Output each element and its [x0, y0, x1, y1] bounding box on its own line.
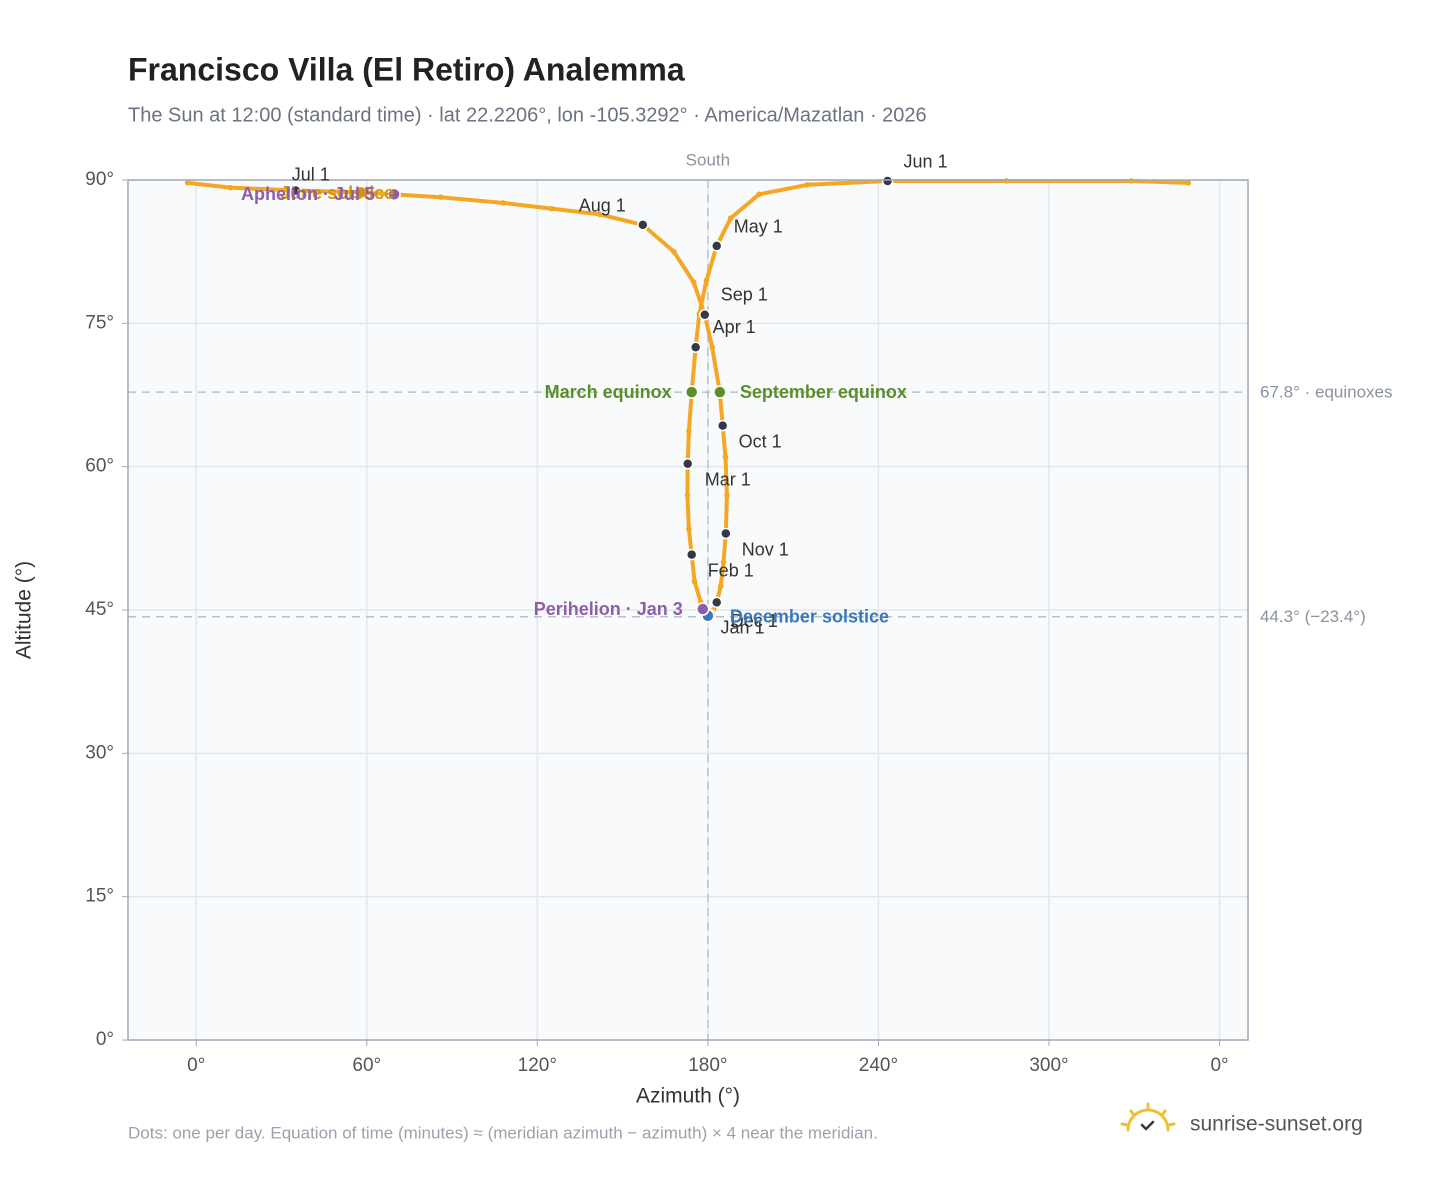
date-dot: [289, 184, 302, 197]
day-dot: [722, 454, 729, 460]
date-label: Feb 1: [708, 560, 754, 580]
date-label: Jun 1: [904, 152, 948, 172]
date-label: Nov 1: [742, 539, 789, 559]
x-tick-label: 0°: [1210, 1055, 1228, 1076]
event-label: March equinox: [545, 382, 672, 402]
date-dot: [716, 419, 729, 432]
meridian-label: South: [686, 150, 730, 169]
day-dot: [1185, 180, 1192, 186]
x-tick-label: 60°: [352, 1055, 381, 1076]
day-dot: [756, 191, 762, 198]
y-tick-label: 75°: [85, 312, 114, 333]
day-dot: [437, 194, 444, 200]
day-dot: [597, 211, 603, 218]
x-tick-label: 120°: [518, 1055, 557, 1076]
date-label: Aug 1: [579, 196, 626, 216]
day-dot: [691, 578, 698, 585]
date-dot: [685, 548, 698, 561]
day-dot: [227, 184, 234, 191]
event-dot: [684, 385, 699, 399]
day-dot: [720, 559, 727, 566]
labels: 0° 15° 30° 45° 60° 75° 90° 0° 60° 120° 180° 240° 300…: [85, 150, 1392, 1076]
day-dot: [686, 428, 692, 435]
y-tick-label: 15°: [85, 886, 114, 907]
date-label: Jan 1: [720, 618, 764, 638]
day-dot: [724, 492, 730, 499]
y-tick-label: 0°: [96, 1029, 114, 1050]
reference-label: 67.8° · equinoxes: [1260, 383, 1393, 402]
x-tick-label: 180°: [688, 1055, 727, 1076]
event-label: Perihelion · Jan 3: [534, 599, 683, 619]
date-label: Apr 1: [713, 317, 756, 337]
brand: sunrise-sunset.org: [1190, 1113, 1363, 1136]
day-dot: [686, 525, 692, 532]
event-label: December solstice: [730, 606, 889, 626]
date-dot: [710, 596, 723, 609]
event-label: Aphelion · Jul 5: [241, 184, 375, 204]
day-dot: [709, 344, 715, 351]
reference-label: 44.3° (−23.4°): [1260, 607, 1366, 626]
x-axis-label: Azimuth (°): [636, 1085, 740, 1108]
event-dot: [387, 187, 401, 202]
event-dot: [354, 185, 368, 200]
day-dot: [1128, 178, 1135, 184]
date-dot: [681, 458, 694, 470]
date-dot: [689, 341, 702, 353]
event-dot: [696, 602, 710, 616]
marks: [184, 175, 1192, 623]
date-dot: [881, 175, 894, 187]
day-dot: [1003, 178, 1010, 184]
date-label: Dec 1: [731, 611, 778, 631]
date-dot: [710, 240, 723, 252]
event-label: September equinox: [740, 382, 907, 402]
day-dot: [548, 205, 555, 212]
event-dot: [713, 385, 727, 399]
day-dot: [703, 277, 710, 284]
date-label: May 1: [734, 217, 783, 237]
chart-title: Francisco Villa (El Retiro) Analemma: [128, 51, 685, 87]
date-dot: [699, 308, 711, 321]
day-dot: [684, 492, 691, 499]
date-label: Sep 1: [721, 284, 768, 304]
footnote: Dots: one per day. Equation of time (min…: [128, 1123, 878, 1142]
y-tick-label: 60°: [85, 456, 114, 477]
x-tick-label: 300°: [1029, 1055, 1068, 1076]
day-dot: [727, 215, 734, 222]
date-label: Jul 1: [292, 164, 330, 184]
date-label: Oct 1: [739, 431, 782, 451]
y-tick-label: 30°: [85, 742, 114, 763]
date-dot: [637, 219, 649, 231]
chart-subtitle: The Sun at 12:00 (standard time) · lat 2…: [128, 104, 927, 126]
date-dot: [720, 527, 732, 540]
day-dot: [804, 181, 811, 188]
day-dot: [500, 200, 507, 206]
y-tick-label: 90°: [85, 169, 114, 190]
day-dot: [690, 279, 697, 286]
day-dot: [184, 180, 191, 186]
day-dot: [717, 583, 724, 589]
date-label: Mar 1: [705, 470, 751, 490]
x-tick-label: 240°: [859, 1055, 898, 1076]
y-axis-label: Altitude (°): [13, 561, 36, 659]
day-dot: [670, 248, 677, 255]
brand-logo: [1120, 1102, 1176, 1132]
x-tick-label: 0°: [187, 1055, 205, 1076]
y-tick-label: 45°: [85, 599, 114, 620]
event-label: June solstice: [280, 183, 394, 203]
